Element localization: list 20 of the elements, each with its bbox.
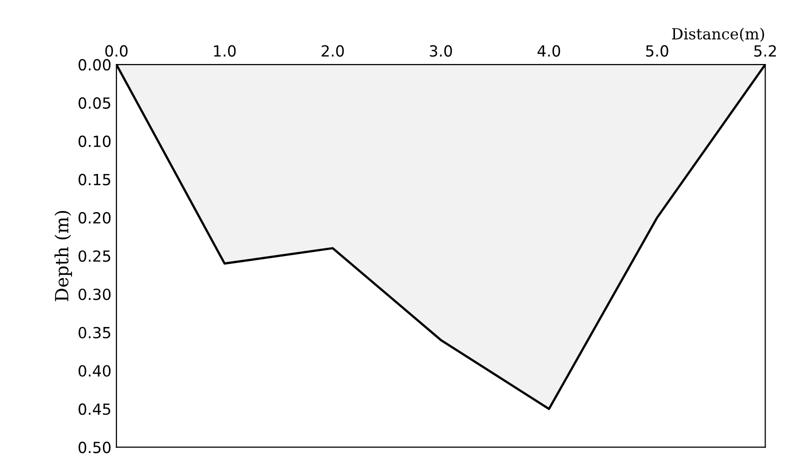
x-axis-title: Distance(m) [672,28,764,42]
y-tick-label: 0.45 [78,403,110,415]
x-tick-label: 5.2 [754,45,776,57]
x-tick-label: 2.0 [322,45,344,57]
y-tick-label: 0.50 [78,442,111,454]
x-tick-label: 1.0 [214,45,236,57]
x-tick-label: 3.0 [430,45,452,57]
y-tick-label: 0.35 [78,326,110,338]
y-tick-label: 0.25 [78,250,110,262]
y-axis-title: Depth (m) [54,211,72,302]
y-tick-label: 0.10 [78,136,111,148]
y-tick-label: 0.15 [78,174,110,186]
x-tick-label: 4.0 [538,45,560,57]
y-tick-label: 0.00 [78,59,111,71]
x-tick-label: 0.0 [105,45,128,57]
x-tick-label: 5.0 [646,45,668,57]
y-tick-label: 0.30 [78,288,111,300]
y-tick-label: 0.05 [78,97,110,109]
y-tick-label: 0.20 [78,212,111,224]
y-tick-label: 0.40 [78,365,111,377]
